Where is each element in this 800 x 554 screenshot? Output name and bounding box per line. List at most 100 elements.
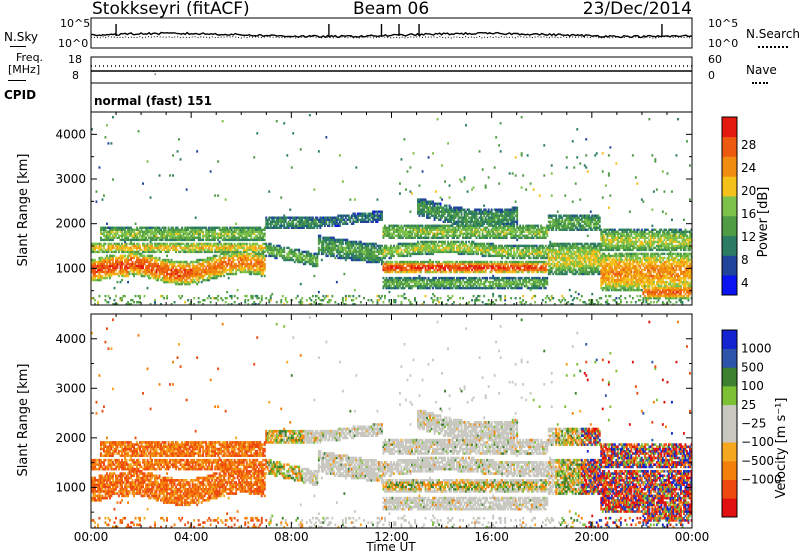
- power-cell: [227, 260, 230, 264]
- power-cell: [356, 218, 359, 221]
- power-cell: [157, 236, 159, 239]
- power-cell: [460, 180, 463, 183]
- power-cell: [194, 268, 197, 272]
- power-cell: [275, 252, 278, 256]
- power-cell: [391, 228, 394, 231]
- power-cell: [157, 242, 159, 246]
- power-cell: [406, 234, 409, 237]
- power-cell: [251, 254, 254, 258]
- power-cell: [424, 234, 427, 237]
- power-cell: [214, 262, 217, 266]
- power-cell: [338, 218, 341, 221]
- power-cell: [119, 264, 122, 268]
- power-cell: [256, 260, 259, 264]
- power-cell: [436, 230, 439, 233]
- power-cell: [454, 234, 457, 237]
- power-cell: [106, 230, 108, 233]
- power-cell: [319, 240, 322, 244]
- power-cell: [178, 278, 180, 282]
- power-cell: [463, 210, 466, 213]
- power-cell: [299, 303, 302, 306]
- power-cell: [190, 272, 193, 276]
- power-cell: [411, 230, 413, 233]
- power-cell: [202, 276, 205, 280]
- power-cell: [125, 244, 128, 248]
- power-cell: [178, 270, 180, 274]
- power-cell: [218, 234, 221, 237]
- power-cell: [466, 212, 469, 215]
- power-cell: [122, 250, 125, 254]
- power-cell: [376, 256, 379, 260]
- power-cell: [451, 262, 454, 266]
- power-cell: [94, 250, 96, 254]
- power-cell: [274, 256, 277, 260]
- power-cell: [436, 250, 439, 254]
- power-cell: [423, 230, 425, 233]
- power-cell: [412, 226, 415, 229]
- power-cell: [394, 284, 397, 288]
- power-cell: [363, 256, 365, 260]
- power-cell: [259, 272, 262, 276]
- power-cell: [444, 276, 446, 280]
- power-cell: [139, 260, 141, 264]
- power-cell: [109, 260, 111, 264]
- power-cell: [253, 246, 256, 250]
- power-cell: [393, 228, 395, 231]
- power-cell: [205, 232, 208, 235]
- power-cell: [277, 226, 280, 229]
- power-cell: [149, 196, 152, 199]
- power-cell: [185, 232, 188, 235]
- power-cell: [445, 284, 448, 288]
- power-cell: [376, 244, 379, 248]
- power-cell: [323, 297, 326, 300]
- power-cell: [115, 264, 117, 268]
- power-cell: [454, 286, 457, 290]
- power-cell: [417, 266, 419, 270]
- power-cell: [414, 262, 416, 266]
- power-cell: [441, 224, 443, 227]
- power-cell: [460, 230, 463, 233]
- power-cell: [181, 270, 184, 274]
- power-cell: [322, 248, 325, 252]
- power-cell: [341, 246, 344, 250]
- power-cell: [459, 226, 461, 229]
- power-cell: [236, 236, 239, 239]
- power-cell: [435, 276, 437, 280]
- power-cell: [457, 252, 460, 256]
- power-cell: [167, 246, 170, 250]
- power-cell: [426, 212, 428, 215]
- power-cell: [400, 158, 403, 161]
- power-cell: [175, 268, 177, 272]
- power-cell: [442, 226, 445, 229]
- power-cell: [184, 246, 187, 250]
- power-cell: [197, 270, 200, 274]
- power-cell: [260, 270, 263, 274]
- power-cell: [253, 262, 256, 266]
- power-cell: [299, 224, 302, 227]
- power-cell: [236, 226, 239, 229]
- power-cell: [387, 226, 389, 229]
- power-cell: [113, 226, 116, 229]
- power-cell: [421, 208, 424, 211]
- power-cell: [259, 270, 262, 274]
- power-cell: [313, 262, 316, 266]
- power-cell: [469, 282, 472, 286]
- power-cell: [163, 242, 165, 246]
- power-cell: [317, 246, 320, 250]
- power-cell: [260, 246, 263, 250]
- power-cell: [254, 258, 257, 262]
- power-cell: [412, 246, 415, 250]
- power-cell: [112, 238, 114, 242]
- power-cell: [247, 238, 250, 242]
- power-cell: [164, 234, 167, 237]
- power-cell: [239, 226, 242, 229]
- power-cell: [405, 268, 407, 272]
- power-cell: [364, 218, 367, 221]
- power-cell: [109, 258, 111, 262]
- power-cell: [341, 180, 344, 183]
- power-cell: [363, 297, 365, 300]
- power-cell: [179, 244, 182, 248]
- power-cell: [364, 214, 367, 217]
- power-cell: [242, 256, 245, 260]
- power-cell: [226, 250, 229, 254]
